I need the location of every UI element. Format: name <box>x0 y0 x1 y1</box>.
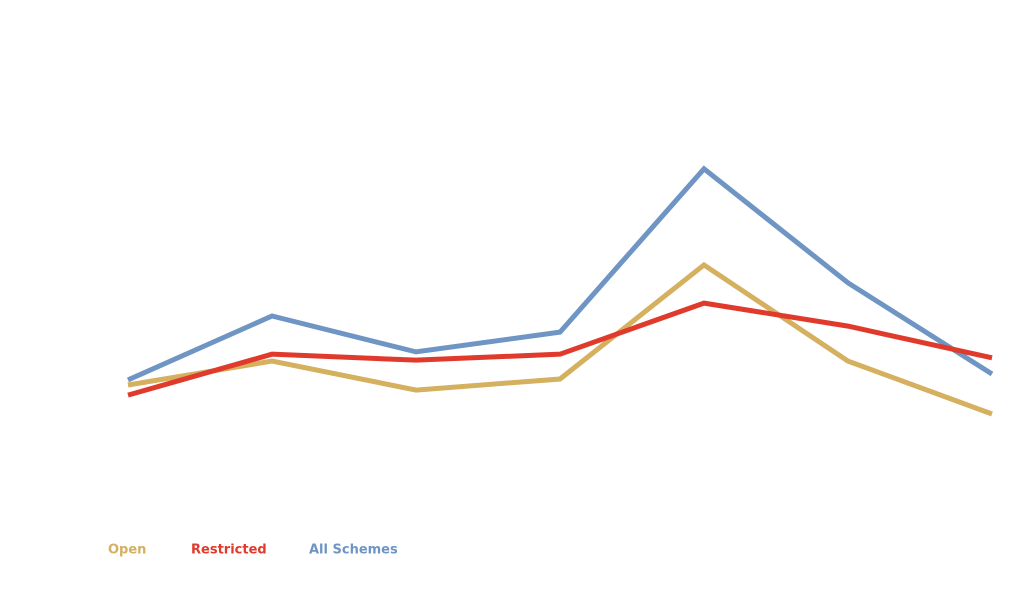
series-line <box>126 165 994 383</box>
legend-label: Open <box>108 543 146 558</box>
series-line <box>127 300 993 398</box>
legend-label: Restricted <box>191 543 267 558</box>
series-line <box>127 261 993 417</box>
legend-label: All Schemes <box>309 543 398 558</box>
